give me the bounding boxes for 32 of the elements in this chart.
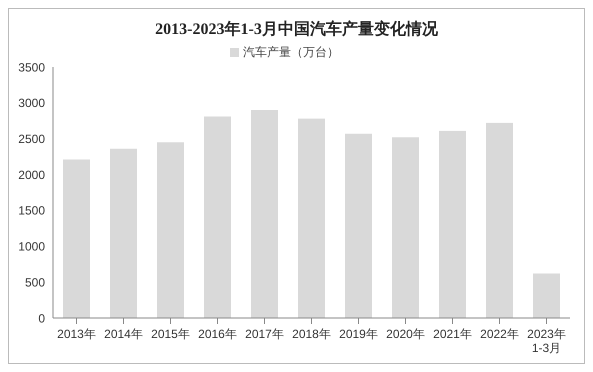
bar	[392, 137, 419, 318]
y-tick-label: 2500	[18, 132, 46, 146]
x-tick-label: 2021年	[433, 327, 472, 341]
bar	[204, 116, 231, 318]
x-tick-label: 2013年	[57, 327, 96, 341]
bar	[63, 160, 90, 318]
y-tick-label: 0	[38, 311, 46, 326]
y-tick-label: 1000	[18, 240, 46, 254]
x-tick-label: 2023年 1-3月	[527, 327, 566, 355]
y-tick-label: 1500	[18, 204, 46, 218]
y-tick-label: 3500	[18, 60, 46, 74]
bar	[110, 148, 137, 318]
bar	[251, 110, 278, 318]
x-tick-label: 2015年	[151, 327, 190, 341]
x-tick-label: 2016年	[198, 327, 237, 341]
bar	[533, 274, 560, 318]
bar	[486, 122, 513, 318]
bar	[157, 142, 184, 318]
x-tick-label: 2019年	[339, 327, 378, 341]
bar	[298, 118, 325, 318]
x-tick-label: 2014年	[104, 327, 143, 341]
y-tick-label: 2000	[18, 168, 46, 182]
bar	[345, 134, 372, 318]
x-tick-label: 2022年	[480, 327, 519, 341]
bar	[439, 130, 466, 318]
legend-label: 汽车产量（万台）	[243, 45, 339, 59]
chart-title: 2013-2023年1-3月中国汽车产量变化情况	[154, 19, 439, 40]
x-tick-label: 2020年	[386, 327, 425, 341]
y-tick-label: 3000	[18, 96, 46, 110]
y-tick-label: 500	[24, 275, 46, 290]
x-tick-label: 2018年	[292, 327, 331, 341]
x-tick-label: 2017年	[245, 327, 284, 341]
